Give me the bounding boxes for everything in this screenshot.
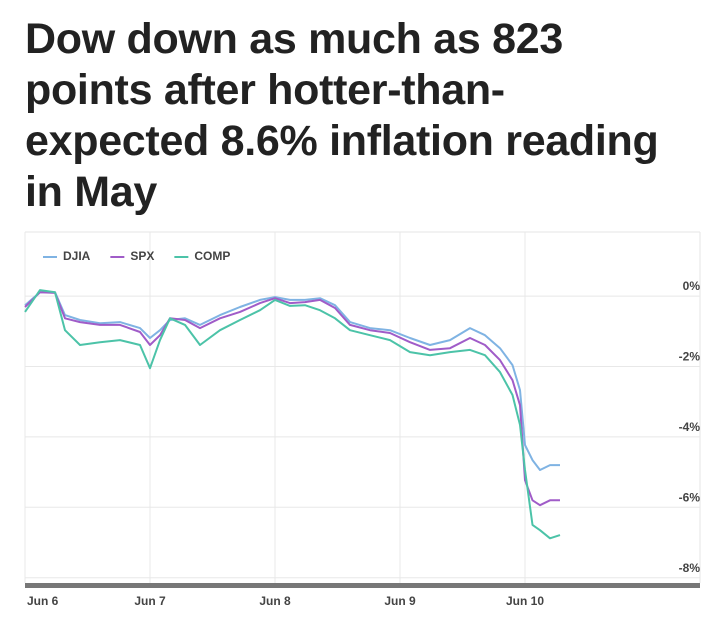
x-tick-label: Jun 7	[134, 594, 166, 608]
series-line	[24, 291, 560, 471]
x-tick-label: Jun 10	[506, 594, 544, 608]
legend-label: DJIA	[63, 249, 91, 263]
legend-label: COMP	[194, 249, 230, 263]
y-tick-label: -2%	[679, 350, 701, 364]
y-tick-label: -6%	[679, 490, 701, 504]
series-line	[24, 291, 560, 507]
y-tick-label: -4%	[679, 420, 701, 434]
x-axis-bar	[25, 583, 700, 588]
headline: Dow down as much as 823 points after hot…	[25, 15, 659, 216]
x-tick-label: Jun 9	[384, 594, 416, 608]
x-tick-label: Jun 8	[259, 594, 291, 608]
series-line	[24, 289, 561, 540]
y-tick-label: 0%	[683, 279, 701, 293]
x-tick-label: Jun 6	[27, 594, 59, 608]
y-tick-label: -8%	[679, 561, 701, 575]
legend-label: SPX	[130, 249, 154, 263]
